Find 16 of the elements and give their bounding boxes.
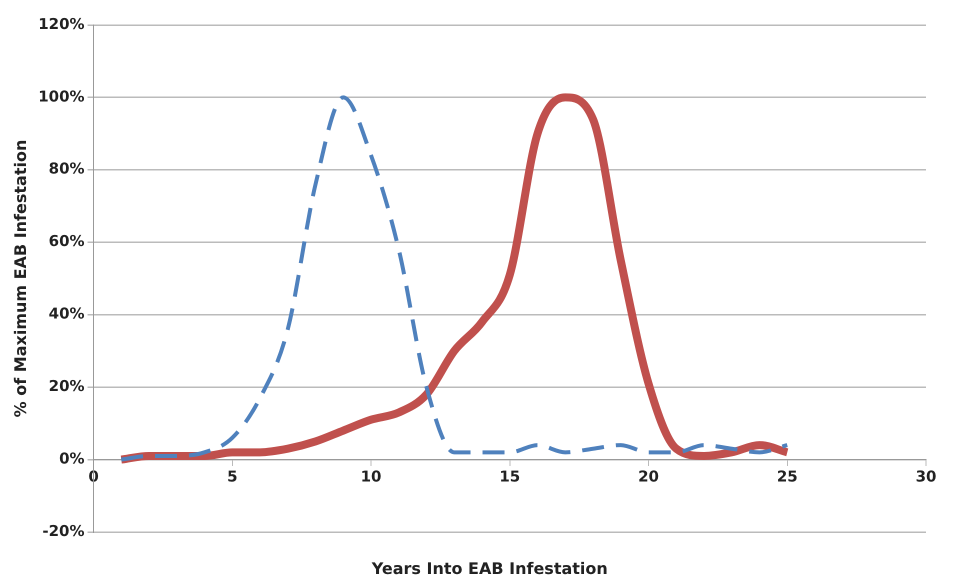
y-tick-label: 100% <box>38 87 85 106</box>
y-tick-label: 80% <box>48 160 85 178</box>
y-tick-label: -20% <box>42 522 85 540</box>
y-tick-label: 60% <box>48 232 85 250</box>
x-tick-label: 5 <box>227 467 238 486</box>
y-tick-label: 120% <box>38 14 85 33</box>
y-tick-label: 0% <box>59 449 85 468</box>
x-tick-label: 25 <box>776 467 798 486</box>
x-tick-label: 10 <box>360 467 382 486</box>
x-tick-label: 15 <box>499 467 520 486</box>
x-tick-label: 30 <box>916 467 936 486</box>
y-tick-label: 20% <box>48 377 85 396</box>
y-tick-label: 40% <box>48 304 85 323</box>
x-axis-title: Years Into EAB Infestation <box>370 559 608 578</box>
y-axis-title: % of Maximum EAB Infestation <box>10 140 30 418</box>
x-tick-label: 20 <box>638 467 659 486</box>
